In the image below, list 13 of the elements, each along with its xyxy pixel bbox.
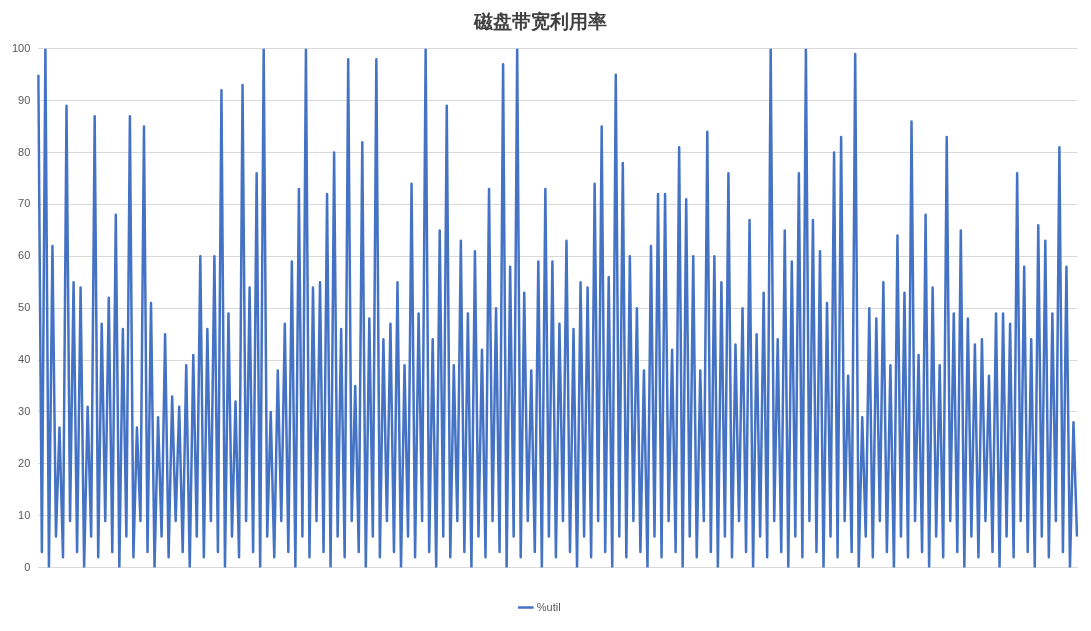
y-tick-label: 0 <box>24 560 31 573</box>
y-tick-label: 10 <box>18 508 31 521</box>
legend-label: %util <box>536 600 561 613</box>
y-tick-label: 20 <box>18 456 31 469</box>
y-tick-label: 50 <box>18 301 31 314</box>
y-tick-label: 70 <box>18 197 31 210</box>
y-tick-label: 90 <box>18 93 31 106</box>
y-tick-label: 100 <box>11 41 31 54</box>
y-tick-label: 40 <box>18 353 31 366</box>
y-tick-label: 30 <box>18 404 31 417</box>
y-tick-label: 80 <box>18 145 31 158</box>
chart-title: 磁盘带宽利用率 <box>473 10 607 33</box>
y-tick-label: 60 <box>18 249 31 262</box>
